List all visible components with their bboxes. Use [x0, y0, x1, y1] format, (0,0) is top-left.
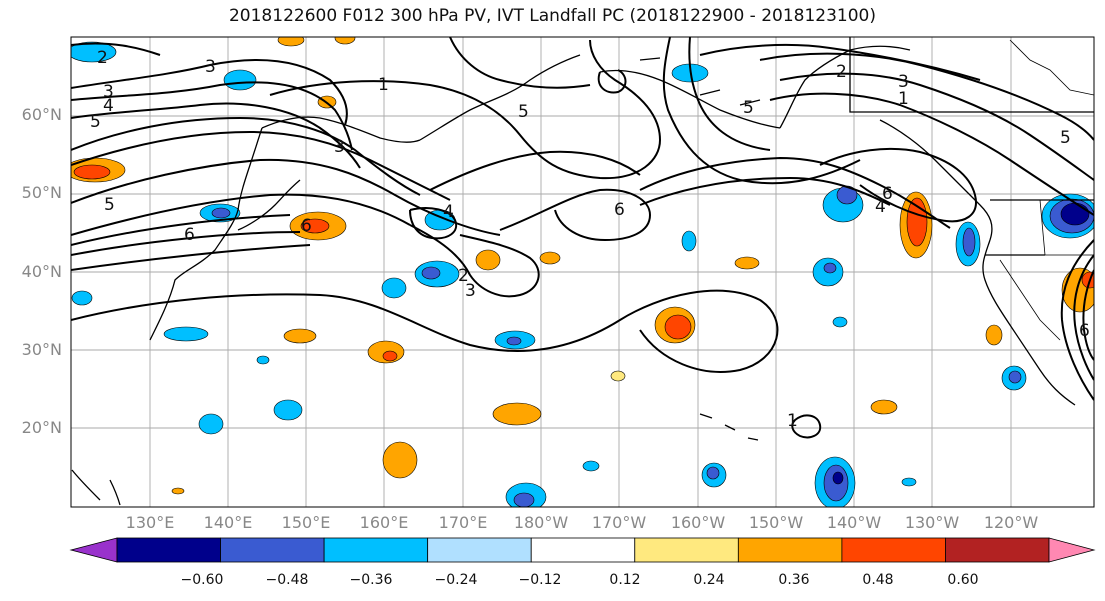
colorbar-tick: −0.36 [349, 572, 393, 588]
contour-label: 4 [875, 197, 886, 217]
colorbar-segment [634, 537, 739, 563]
contour-label: 4 [443, 202, 454, 222]
lon-label: 160°E [359, 513, 409, 532]
colorbar-tick: −0.12 [518, 572, 562, 588]
contour-label: 3 [205, 57, 216, 77]
contour-label: 6 [1079, 321, 1090, 341]
contour-label: 6 [184, 225, 195, 245]
colorbar-extend-min [69, 537, 118, 563]
lon-label: 130°W [904, 513, 960, 532]
colorbar-segment [323, 537, 429, 563]
contour-label: 6 [882, 184, 893, 204]
contour-label: 4 [103, 96, 114, 116]
colorbar-tick: −0.24 [434, 572, 478, 588]
colorbar-segment [737, 537, 843, 563]
contour-label: 5 [743, 98, 754, 118]
lon-label: 140°W [826, 513, 882, 532]
borders [999, 39, 1094, 341]
gridlines [71, 37, 1094, 507]
contour-label: 6 [614, 200, 625, 220]
lat-label-60N: 60°N [21, 105, 62, 124]
lon-label: 130°E [125, 513, 175, 532]
colorbar-segment [530, 537, 636, 563]
plot-frame [70, 36, 1095, 508]
colorbar-tick: 0.48 [862, 572, 894, 588]
colorbar-tick: 0.24 [693, 572, 725, 588]
lat-label-20N: 20°N [21, 418, 62, 437]
colorbar-tick: 0.36 [778, 572, 810, 588]
lon-label: 150°W [748, 513, 804, 532]
contour-label: 3 [103, 82, 114, 102]
lon-label: 170°W [591, 513, 647, 532]
lon-label: 170°E [438, 513, 488, 532]
contour-label: 3 [898, 72, 909, 92]
contour-label: 5 [90, 112, 101, 132]
colorbar-segment [841, 537, 946, 563]
coastlines [71, 37, 1094, 506]
contour-label: 1 [787, 411, 798, 431]
lon-label: 120°W [983, 513, 1039, 532]
contour-label: 1 [378, 75, 389, 95]
lat-label-40N: 40°N [21, 262, 62, 281]
contour-label: 2 [458, 266, 469, 286]
contour-label: 3 [465, 281, 476, 301]
ivt-contours [71, 37, 1094, 439]
contour-label: 5 [104, 195, 115, 215]
contour-label: 5 [518, 102, 529, 122]
contour-label: 1 [898, 89, 909, 109]
colorbar-tick: −0.60 [180, 572, 224, 588]
colorbar-extend-max [1048, 537, 1096, 563]
lon-label: 160°W [670, 513, 726, 532]
contour-label: 2 [97, 48, 108, 68]
colorbar-segment [116, 537, 221, 563]
contour-label: 6 [301, 216, 312, 236]
lat-label-50N: 50°N [21, 183, 62, 202]
contour-labels: 2 3 4 5 1 3 5 6 3 5 6 2 3 1 5 6 4 6 4 2 … [90, 48, 1090, 431]
lat-label-30N: 30°N [21, 340, 62, 359]
colorbar-segment [945, 537, 1050, 563]
colorbar-tick: 0.12 [609, 572, 641, 588]
colorbar-segment [220, 537, 325, 563]
lon-label: 140°E [203, 513, 253, 532]
map-title: 2018122600 F012 300 hPa PV, IVT Landfall… [228, 6, 876, 26]
colorbar [69, 537, 1096, 563]
colorbar-segment [427, 537, 532, 563]
lon-label: 150°E [281, 513, 331, 532]
colorbar-tick: −0.48 [265, 572, 309, 588]
colorbar-tick: 0.60 [947, 572, 979, 588]
lon-label: 180°W [513, 513, 569, 532]
contour-label: 2 [836, 62, 847, 82]
contour-label: 3 [334, 137, 345, 157]
contour-label: 5 [1060, 128, 1071, 148]
